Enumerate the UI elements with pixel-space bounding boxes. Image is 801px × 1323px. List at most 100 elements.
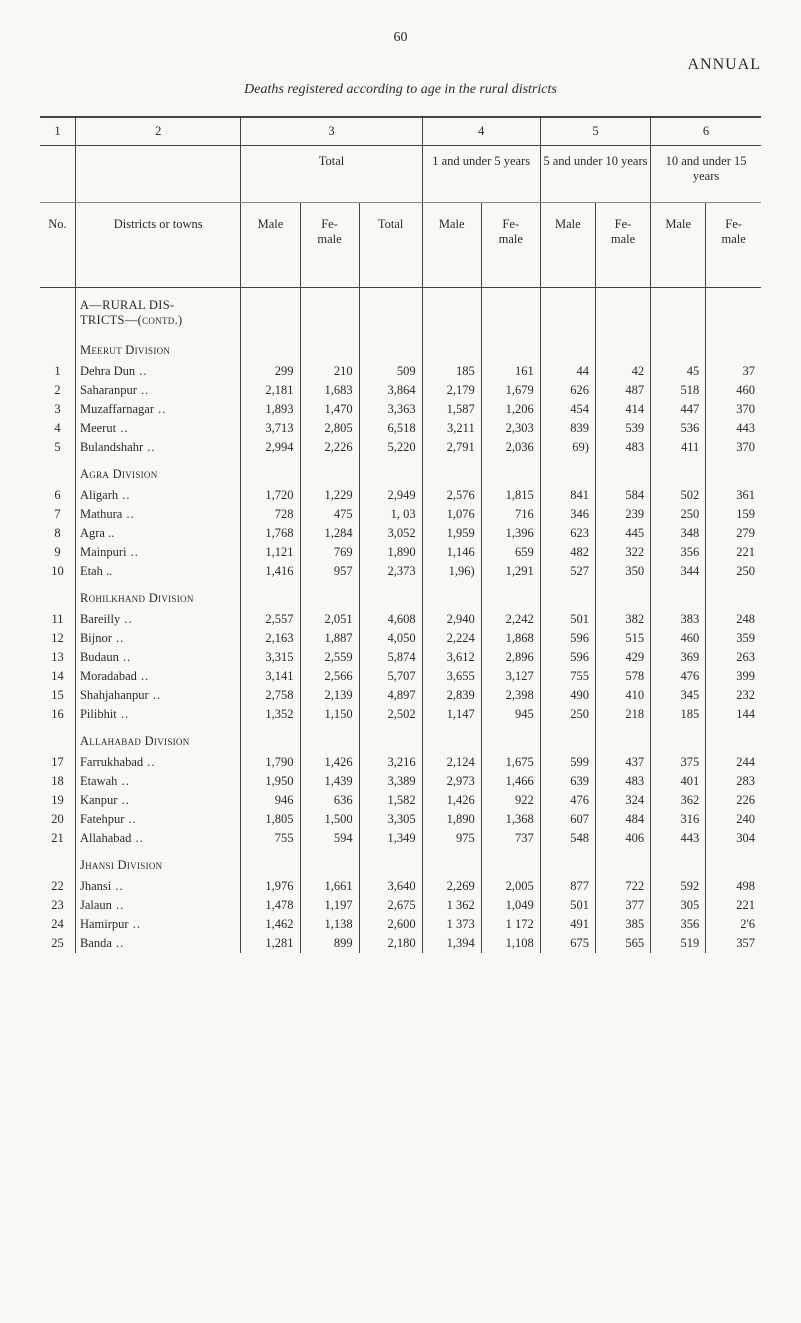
table-row: 19Kanpur9466361,5821,426922476324362226 xyxy=(40,791,761,810)
cell-f1: 1,138 xyxy=(300,915,359,934)
cell-no: 20 xyxy=(40,810,75,829)
cell-m4: 502 xyxy=(651,486,706,505)
cell-f3: 406 xyxy=(595,829,650,848)
cell-m3: 607 xyxy=(540,810,595,829)
cell-name: Pilibhit xyxy=(75,705,240,724)
cell-f4: 460 xyxy=(706,381,761,400)
cell-t1: 5,707 xyxy=(359,667,422,686)
cell-f2: 1,108 xyxy=(481,934,540,953)
cell-f4: 443 xyxy=(706,419,761,438)
cell-no: 23 xyxy=(40,896,75,915)
table-row: 25Banda1,2818992,1801,3941,1086755655193… xyxy=(40,934,761,953)
cell-name: Bijnor xyxy=(75,629,240,648)
table-row: 1Dehra Dun29921050918516144424537 xyxy=(40,362,761,381)
cell-f1: 1,150 xyxy=(300,705,359,724)
cell-t1: 5,220 xyxy=(359,438,422,457)
cell-no: 24 xyxy=(40,915,75,934)
subhdr-male-3: Male xyxy=(540,203,595,288)
cell-f1: 636 xyxy=(300,791,359,810)
cell-m1: 755 xyxy=(241,829,300,848)
cell-m3: 476 xyxy=(540,791,595,810)
cell-f3: 350 xyxy=(595,562,650,581)
cell-f2: 2,005 xyxy=(481,877,540,896)
cell-m4: 345 xyxy=(651,686,706,705)
cell-m4: 411 xyxy=(651,438,706,457)
cell-f1: 1,470 xyxy=(300,400,359,419)
subhdr-female-4: Fe- male xyxy=(706,203,761,288)
cell-f2: 1,049 xyxy=(481,896,540,915)
subhdr-male-1: Male xyxy=(241,203,300,288)
cell-name: Allahabad xyxy=(75,829,240,848)
coln-6: 6 xyxy=(651,117,761,146)
cell-f4: 359 xyxy=(706,629,761,648)
cell-no: 16 xyxy=(40,705,75,724)
subhdr-male-4: Male xyxy=(651,203,706,288)
table-row: 8Agra ..1,7681,2843,0521,9591,3966234453… xyxy=(40,524,761,543)
cell-m1: 1,352 xyxy=(241,705,300,724)
cell-f3: 515 xyxy=(595,629,650,648)
cell-f4: 244 xyxy=(706,753,761,772)
cell-m4: 518 xyxy=(651,381,706,400)
cell-f2: 2,242 xyxy=(481,610,540,629)
table-row: 3Muzaffarnagar1,8931,4703,3631,5871,2064… xyxy=(40,400,761,419)
cell-t1: 4,608 xyxy=(359,610,422,629)
cell-name: Bulandshahr xyxy=(75,438,240,457)
cell-no: 9 xyxy=(40,543,75,562)
table-row: 14Moradabad3,1412,5665,7073,6553,1277555… xyxy=(40,667,761,686)
cell-f1: 2,805 xyxy=(300,419,359,438)
cell-no: 6 xyxy=(40,486,75,505)
cell-name: Etah .. xyxy=(75,562,240,581)
cell-m3: 250 xyxy=(540,705,595,724)
cell-m2: 2,179 xyxy=(422,381,481,400)
cell-f2: 922 xyxy=(481,791,540,810)
cell-m3: 482 xyxy=(540,543,595,562)
section-label: Rohilkhand Division xyxy=(75,581,240,610)
cell-m3: 454 xyxy=(540,400,595,419)
cell-f3: 437 xyxy=(595,753,650,772)
cell-f4: 357 xyxy=(706,934,761,953)
cell-name: Dehra Dun xyxy=(75,362,240,381)
cell-f2: 1,466 xyxy=(481,772,540,791)
cell-f2: 2,398 xyxy=(481,686,540,705)
cell-no: 19 xyxy=(40,791,75,810)
cell-f2: 3,127 xyxy=(481,667,540,686)
cell-m1: 3,713 xyxy=(241,419,300,438)
cell-name: Jalaun xyxy=(75,896,240,915)
cell-m4: 447 xyxy=(651,400,706,419)
subhdr-districts: Districts or towns xyxy=(75,203,240,288)
cell-m2: 1 362 xyxy=(422,896,481,915)
cell-f1: 2,139 xyxy=(300,686,359,705)
table-row: 7Mathura7284751, 031,076716346239250159 xyxy=(40,505,761,524)
cell-m1: 1,416 xyxy=(241,562,300,581)
cell-no: 14 xyxy=(40,667,75,686)
table-row: 22Jhansi1,9761,6613,6402,2692,0058777225… xyxy=(40,877,761,896)
cell-f1: 769 xyxy=(300,543,359,562)
section-label: Allahabad Division xyxy=(75,724,240,753)
cell-m2: 2,791 xyxy=(422,438,481,457)
cell-f1: 1,661 xyxy=(300,877,359,896)
cell-f3: 429 xyxy=(595,648,650,667)
cell-f2: 1,679 xyxy=(481,381,540,400)
cell-f2: 2,303 xyxy=(481,419,540,438)
cell-m1: 1,462 xyxy=(241,915,300,934)
cell-f4: 279 xyxy=(706,524,761,543)
cell-f1: 1,439 xyxy=(300,772,359,791)
cell-f3: 218 xyxy=(595,705,650,724)
cell-f3: 445 xyxy=(595,524,650,543)
cell-f2: 1,291 xyxy=(481,562,540,581)
cell-m4: 519 xyxy=(651,934,706,953)
title-annual: ANNUAL xyxy=(40,56,761,74)
cell-m4: 356 xyxy=(651,915,706,934)
cell-t1: 1,582 xyxy=(359,791,422,810)
cell-m2: 3,612 xyxy=(422,648,481,667)
cell-name: Saharanpur xyxy=(75,381,240,400)
cell-f4: 221 xyxy=(706,896,761,915)
table-row: 15Shahjahanpur2,7582,1394,8972,8392,3984… xyxy=(40,686,761,705)
cell-m1: 1,720 xyxy=(241,486,300,505)
cell-m1: 2,758 xyxy=(241,686,300,705)
cell-m4: 375 xyxy=(651,753,706,772)
cell-f4: 2'6 xyxy=(706,915,761,934)
cell-no: 5 xyxy=(40,438,75,457)
subhdr-female-1: Fe- male xyxy=(300,203,359,288)
cell-f3: 483 xyxy=(595,438,650,457)
